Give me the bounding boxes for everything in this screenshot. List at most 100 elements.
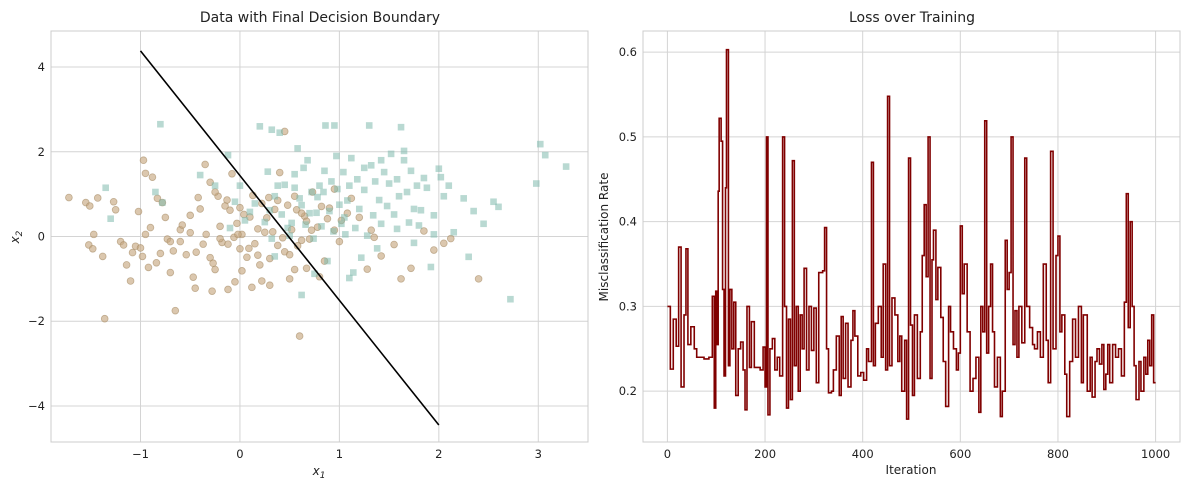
loss-y-tick-label: 0.3 xyxy=(619,299,637,313)
class1-point xyxy=(251,200,259,207)
class0-point xyxy=(201,160,209,169)
scatter-x-tick-label: 1 xyxy=(336,447,343,461)
class1-point xyxy=(380,168,388,176)
class1-point xyxy=(390,211,398,218)
loss-panel: Loss over Training 0 200 400 600 800 10000.20… xyxy=(597,10,1181,477)
class1-point xyxy=(316,182,323,189)
class1-point xyxy=(350,269,357,276)
class0-point xyxy=(363,265,372,273)
class0-point xyxy=(166,237,175,246)
class1-point xyxy=(322,122,329,129)
class1-point xyxy=(410,239,418,247)
class0-point xyxy=(136,244,145,252)
class1-point xyxy=(331,122,338,129)
class1-point xyxy=(397,123,405,131)
class0-point xyxy=(317,202,326,211)
scatter-ylabel: x2 xyxy=(8,230,25,244)
class0-point xyxy=(156,249,165,258)
class1-point xyxy=(336,201,343,209)
class0-point xyxy=(89,230,98,239)
class0-point xyxy=(228,169,236,178)
class1-point xyxy=(395,192,403,200)
class1-point xyxy=(338,220,345,228)
class0-point xyxy=(278,233,287,242)
class1-point xyxy=(241,217,249,224)
class1-point xyxy=(360,186,368,194)
class1-point xyxy=(211,182,219,189)
class0-point xyxy=(100,314,109,323)
class1-point xyxy=(340,168,347,176)
class1-point xyxy=(330,228,337,235)
class0-point xyxy=(430,246,438,254)
class1-point xyxy=(300,164,307,172)
scatter-y-tick-label: −2 xyxy=(28,314,45,328)
scatter-ylabel-sub: 2 xyxy=(15,230,25,236)
class1-point xyxy=(328,178,335,185)
class0-point xyxy=(238,267,246,275)
class1-point xyxy=(311,270,318,278)
class1-point xyxy=(400,156,408,164)
class0-point xyxy=(169,247,178,255)
class1-point xyxy=(440,192,448,200)
class1-point xyxy=(410,205,418,213)
class1-point xyxy=(536,140,544,148)
class1-point xyxy=(308,188,315,196)
class0-point xyxy=(65,193,73,202)
class1-point xyxy=(286,232,293,239)
class1-point xyxy=(375,196,383,204)
class0-point xyxy=(264,193,273,202)
class0-point xyxy=(161,213,170,222)
class0-point xyxy=(141,169,150,178)
class1-point xyxy=(318,223,325,230)
class0-point xyxy=(211,188,219,196)
class1-point xyxy=(291,170,298,178)
class1-point xyxy=(264,168,272,175)
class1-point xyxy=(369,212,377,219)
class0-point xyxy=(390,240,398,249)
loss-tick-labels: 0 200 400 600 800 1000 0.2 0.3 0.4 0.5 0.6 xyxy=(619,45,1171,461)
class1-point xyxy=(274,182,282,189)
class1-point xyxy=(435,165,443,173)
class1-point xyxy=(326,207,333,215)
loss-y-tick-label: 0.2 xyxy=(619,384,637,398)
class1-point xyxy=(266,206,274,214)
class1-point xyxy=(383,202,391,210)
scatter-ylabel-main: x xyxy=(8,235,22,244)
class1-point xyxy=(357,254,365,261)
class0-point xyxy=(171,306,180,315)
class1-point xyxy=(367,162,375,169)
class0-point xyxy=(323,214,332,223)
class0-point xyxy=(261,228,269,237)
class1-point xyxy=(268,235,276,242)
class1-point xyxy=(196,171,204,179)
scatter-panel: Data with Final Decision Boundary −1 0 1 2 3… xyxy=(8,10,589,481)
class1-point xyxy=(415,222,423,229)
class0-point xyxy=(236,203,244,212)
class0-point xyxy=(119,241,128,249)
class0-point xyxy=(290,265,299,274)
class0-point xyxy=(236,244,244,253)
class0-point xyxy=(189,273,198,281)
class1-point xyxy=(346,274,353,282)
class1-point xyxy=(413,182,421,189)
class0-point xyxy=(216,222,224,231)
class0-point xyxy=(285,275,294,283)
class1-point xyxy=(363,232,371,239)
class0-point xyxy=(196,205,204,213)
class0-point xyxy=(256,261,264,269)
class0-point xyxy=(297,236,306,245)
class1-point xyxy=(271,253,279,260)
class1-point xyxy=(152,188,159,196)
class1-point xyxy=(445,182,453,189)
class0-point xyxy=(199,240,207,248)
class0-point xyxy=(245,244,253,253)
loss-ylabel: Misclassification Rate xyxy=(597,173,611,302)
class1-point xyxy=(302,221,309,228)
class0-point xyxy=(139,156,148,165)
class1-point xyxy=(157,120,164,128)
class0-point xyxy=(192,248,200,256)
loss-x-tick-label: 600 xyxy=(949,447,971,461)
class1-point xyxy=(226,224,234,232)
loss-x-tick-label: 200 xyxy=(754,447,776,461)
class1-point xyxy=(353,175,361,183)
